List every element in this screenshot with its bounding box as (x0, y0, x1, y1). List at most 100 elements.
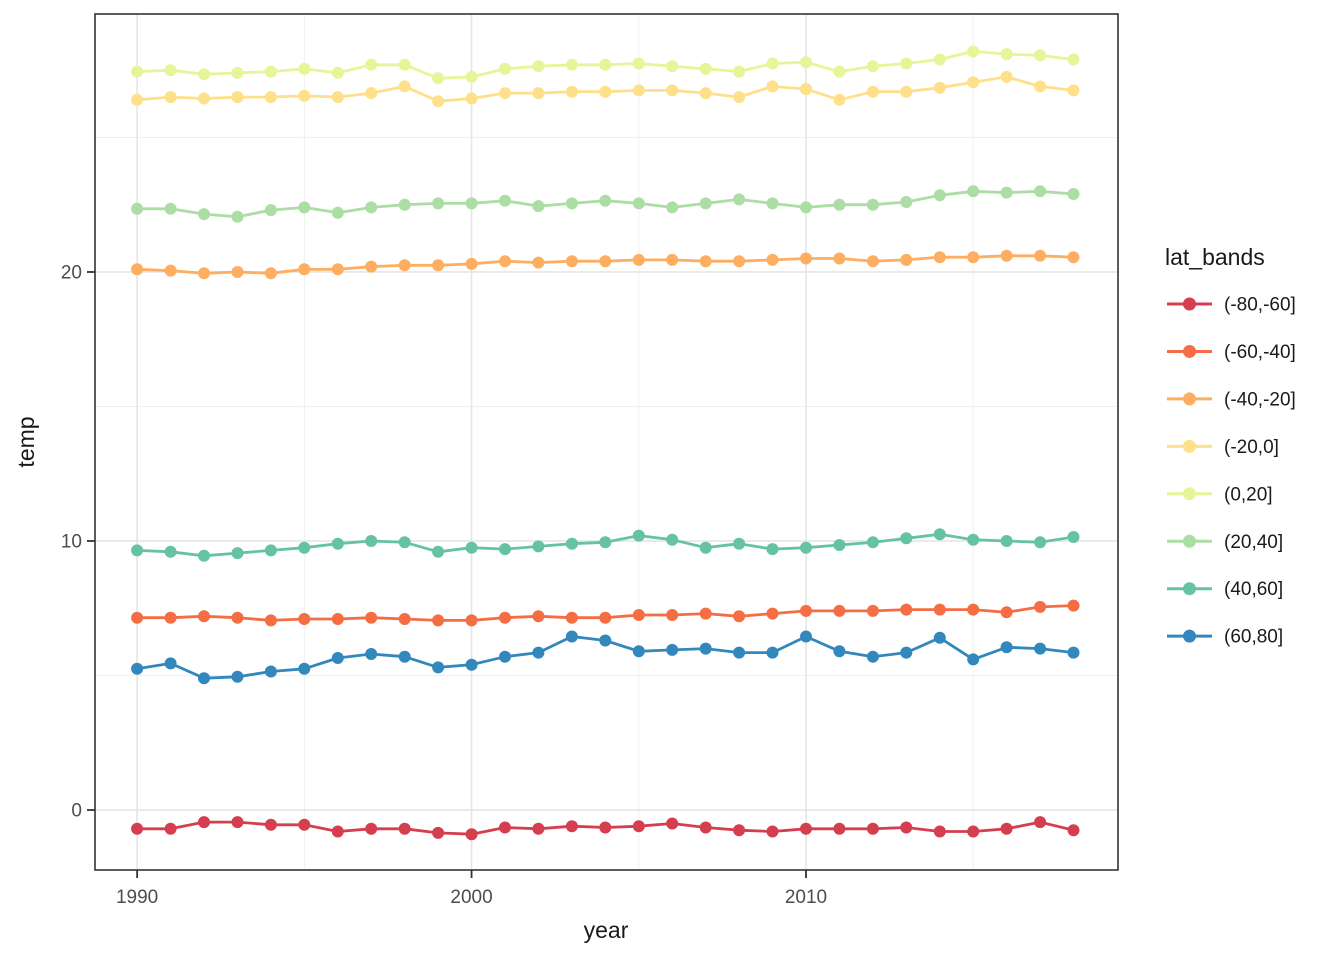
data-point-(-20,0] (565, 85, 578, 98)
data-point-(-40,-20] (131, 263, 144, 276)
data-point-(40,60] (565, 537, 578, 550)
data-point-(60,80] (331, 652, 344, 664)
data-point-(20,40] (532, 200, 545, 213)
data-point-(60,80] (933, 631, 946, 644)
axes-layer: 0 10 20 1990 2000 2010 (61, 13, 1119, 908)
legend-item-(40,60]: (40,60] (1167, 579, 1283, 600)
data-point-(-80,-60] (900, 821, 913, 834)
data-point-(40,60] (733, 537, 746, 550)
data-point-(40,60] (800, 541, 812, 554)
data-point-(60,80] (298, 662, 311, 675)
data-point-(-20,0] (1000, 70, 1013, 83)
y-tick-label: 10 (61, 531, 82, 552)
legend-key-point (1183, 439, 1196, 453)
data-point-(-60,-40] (599, 611, 612, 624)
data-point-(0,20] (231, 66, 244, 79)
data-point-(-40,-20] (733, 255, 746, 268)
data-point-(40,60] (1000, 535, 1013, 547)
data-point-(40,60] (131, 544, 144, 557)
legend: lat_bands (-80,-60] (-60,-40] (-40,-20] (-2… (1165, 244, 1296, 648)
data-point-(40,60] (599, 536, 612, 549)
data-point-(-40,-20] (967, 251, 980, 264)
data-point-(0,20] (398, 58, 411, 71)
gridlines (95, 14, 1118, 870)
data-point-(-80,-60] (699, 821, 712, 834)
data-point-(0,20] (365, 58, 378, 71)
panel-border (94, 13, 1119, 871)
data-point-(-80,-60] (766, 825, 779, 838)
data-point-(20,40] (866, 198, 879, 211)
legend-item-(20,40]: (20,40] (1167, 532, 1283, 553)
data-point-(60,80] (565, 630, 578, 643)
data-point-(0,20] (1000, 48, 1013, 61)
data-point-(-80,-60] (264, 818, 277, 831)
legend-key-point (1183, 392, 1196, 406)
data-point-(20,40] (699, 197, 712, 210)
data-point-(-40,-20] (264, 267, 277, 280)
data-point-(-80,-60] (599, 821, 612, 834)
data-point-(-60,-40] (1000, 606, 1013, 619)
data-point-(40,60] (532, 540, 545, 553)
legend-label: (-80,-60] (1224, 295, 1296, 316)
data-point-(60,80] (632, 645, 645, 658)
data-point-(0,20] (632, 57, 645, 70)
data-point-(-80,-60] (833, 822, 846, 835)
data-point-(20,40] (599, 194, 612, 207)
data-point-(40,60] (432, 545, 445, 558)
data-point-(-20,0] (164, 91, 177, 104)
x-tick-label: 2010 (785, 887, 827, 908)
data-point-(-20,0] (766, 80, 779, 93)
data-point-(40,60] (866, 536, 879, 549)
data-point-(-80,-60] (298, 818, 311, 831)
data-point-(-20,0] (933, 81, 946, 94)
data-point-(-60,-40] (164, 611, 177, 624)
data-point-(20,40] (833, 198, 846, 211)
data-point-(-40,-20] (699, 255, 712, 268)
data-point-(-20,0] (499, 87, 511, 100)
data-point-(-60,-40] (666, 609, 679, 621)
data-point-(20,40] (331, 206, 344, 219)
data-point-(40,60] (699, 541, 712, 554)
data-point-(0,20] (967, 45, 980, 58)
data-point-(-60,-40] (1067, 599, 1080, 612)
data-point-(-20,0] (432, 95, 445, 108)
data-point-(60,80] (432, 661, 445, 674)
data-point-(-40,-20] (933, 251, 946, 264)
legend-item-(-20,0]: (-20,0] (1167, 437, 1279, 458)
legend-key-point (1183, 582, 1196, 596)
data-point-(-40,-20] (565, 255, 578, 268)
data-point-(-60,-40] (298, 613, 311, 625)
legend-key-point (1183, 297, 1196, 311)
data-point-(-80,-60] (1067, 824, 1080, 837)
data-point-(-80,-60] (1034, 816, 1047, 829)
data-point-(20,40] (398, 198, 411, 211)
x-tick-label: 1990 (116, 887, 158, 908)
data-point-(-60,-40] (733, 610, 746, 623)
data-point-(20,40] (967, 185, 980, 198)
data-point-(-20,0] (599, 85, 612, 98)
data-point-(20,40] (465, 197, 478, 210)
data-point-(-20,0] (131, 93, 144, 106)
data-point-(-80,-60] (398, 822, 411, 835)
data-point-(-80,-60] (331, 825, 344, 838)
legend-key-point (1183, 487, 1196, 501)
legend-key-point (1183, 344, 1196, 358)
data-point-(40,60] (833, 539, 846, 551)
data-point-(-60,-40] (933, 603, 946, 616)
data-point-(-80,-60] (800, 822, 812, 835)
data-point-(-20,0] (1034, 80, 1047, 93)
data-point-(-60,-40] (900, 603, 913, 616)
data-point-(-80,-60] (432, 826, 445, 839)
data-point-(-80,-60] (465, 828, 478, 841)
data-point-(-80,-60] (164, 822, 177, 835)
data-point-(-60,-40] (198, 610, 210, 623)
data-point-(-60,-40] (800, 604, 812, 617)
data-point-(0,20] (599, 58, 612, 71)
data-point-(40,60] (164, 545, 177, 558)
data-point-(-60,-40] (766, 607, 779, 620)
data-point-(0,20] (465, 70, 478, 83)
data-point-(40,60] (499, 543, 511, 556)
data-point-(60,80] (1067, 646, 1080, 659)
data-point-(20,40] (298, 201, 311, 214)
data-point-(-80,-60] (632, 820, 645, 833)
